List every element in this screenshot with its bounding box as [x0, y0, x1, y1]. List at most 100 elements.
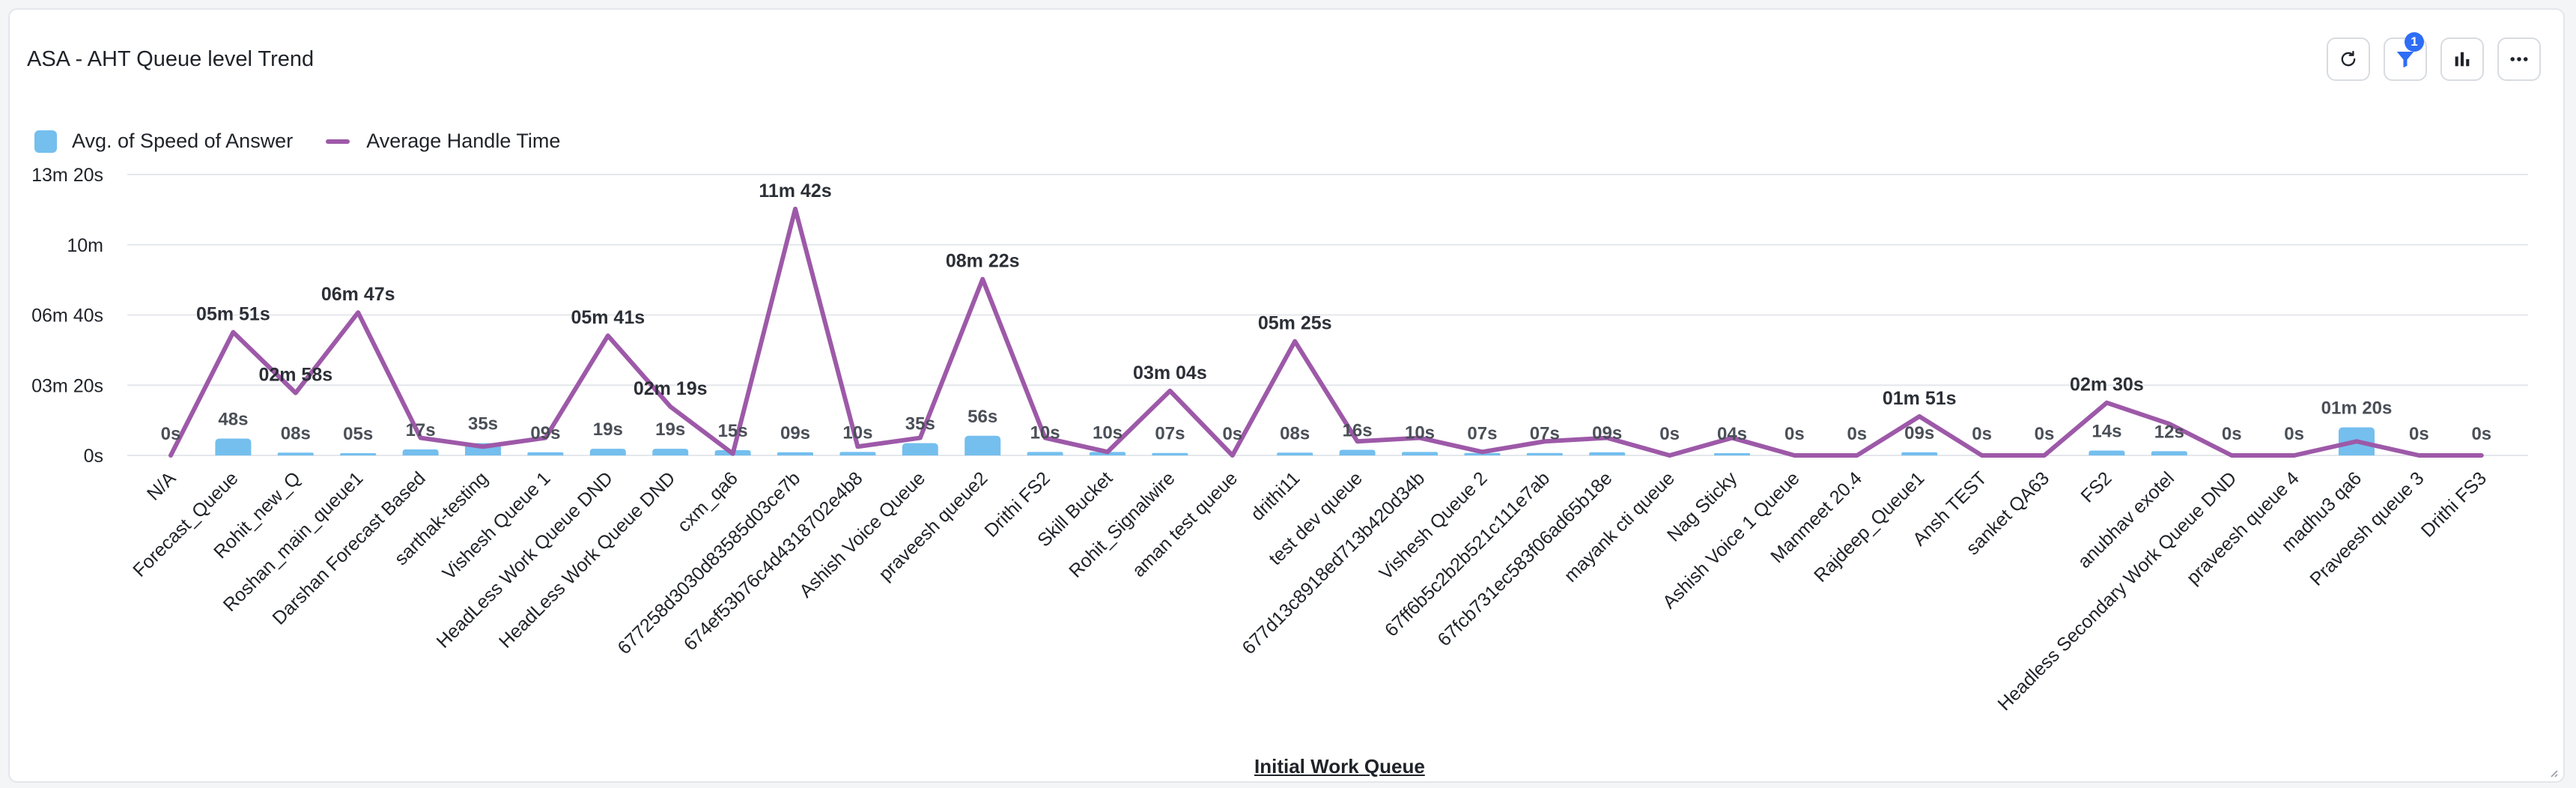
bar-asa: [1901, 452, 1938, 455]
line-data-label: 03m 04s: [1133, 363, 1207, 384]
resize-handle-icon[interactable]: [2547, 766, 2559, 778]
bar-data-label: 10s: [842, 422, 872, 443]
bar-data-label: 0s: [1972, 424, 1992, 444]
legend-swatch-aht: [326, 139, 350, 144]
bar-data-label: 0s: [1784, 424, 1805, 444]
filter-icon: [2396, 52, 2414, 68]
bar-asa: [1027, 452, 1063, 455]
bar-data-label: 0s: [2409, 424, 2429, 444]
bar-asa: [589, 449, 626, 455]
bar-asa: [277, 452, 314, 455]
bar-data-label: 35s: [905, 414, 935, 434]
bar-asa: [2089, 450, 2125, 455]
bar-data-label: 0s: [2222, 424, 2242, 444]
bar-data-label: 09s: [1592, 423, 1622, 443]
line-data-label: 08m 22s: [946, 251, 1020, 272]
y-tick-label: 06m 40s: [31, 306, 103, 327]
bar-data-label: 0s: [2035, 424, 2055, 444]
bar-asa: [1402, 452, 1438, 455]
bar-data-label: 07s: [1467, 424, 1497, 444]
bar-asa: [1714, 453, 1750, 455]
chart-type-button[interactable]: [2440, 37, 2484, 81]
x-tick-label: mayank cti queue: [1560, 467, 1678, 586]
bar-data-label: 19s: [593, 419, 623, 440]
bar-asa: [1589, 452, 1626, 455]
line-data-label: 01m 51s: [1883, 388, 1957, 409]
legend-item-aht[interactable]: Average Handle Time: [326, 130, 560, 153]
bar-asa: [777, 452, 813, 455]
line-data-label: 05m 51s: [196, 303, 270, 324]
x-axis-title: Initial Work Queue: [1254, 755, 1425, 778]
x-tick-label: Vishesh Queue 1: [439, 467, 555, 584]
x-tick-label: aman test queue: [1128, 467, 1242, 581]
bar-data-label: 17s: [406, 420, 436, 440]
bar-data-label: 0s: [2284, 424, 2304, 444]
more-icon: [2510, 57, 2528, 61]
bar-data-label: 0s: [1222, 424, 1242, 444]
bar-data-label: 07s: [1155, 424, 1185, 444]
line-data-label: 11m 42s: [759, 181, 831, 201]
y-tick-label: 10m: [67, 235, 103, 256]
line-data-label: 02m 30s: [2070, 375, 2144, 395]
legend-label-aht: Average Handle Time: [366, 130, 561, 152]
line-aht: [168, 206, 2484, 458]
x-tick-label: N/A: [143, 467, 180, 504]
chart-toolbar: 1: [2327, 32, 2541, 81]
x-tick-label: Rohit_Signalwire: [1065, 467, 1179, 581]
bar-asa: [1464, 452, 1501, 455]
line-data-label: 06m 47s: [321, 284, 395, 305]
y-tick-label: 13m 20s: [31, 165, 103, 186]
bar-data-label: 09s: [780, 423, 810, 443]
bar-data-label: 15s: [718, 421, 748, 441]
filter-count-badge: 1: [2405, 32, 2424, 52]
filter-button[interactable]: 1: [2384, 32, 2427, 81]
x-tick-label: praveesh queue2: [875, 467, 991, 584]
bar-asa: [527, 452, 564, 455]
bar-data-label: 0s: [2471, 424, 2491, 444]
x-tick-label: FS2: [2077, 467, 2115, 506]
bar-data-label: 12s: [2154, 422, 2184, 442]
bar-data-label: 07s: [1530, 424, 1560, 444]
more-options-button[interactable]: [2497, 37, 2541, 81]
line-data-label: 05m 25s: [1258, 313, 1332, 334]
bar-data-label: 19s: [655, 419, 685, 440]
bar-data-label: 10s: [1405, 422, 1435, 443]
line-data-label: 02m 19s: [634, 378, 708, 399]
refresh-icon: [2341, 50, 2356, 67]
x-tick-label: Drithi FS3: [2417, 467, 2491, 541]
bar-data-label: 35s: [468, 414, 498, 434]
x-tick-label: Rajdeep_Queue1: [1810, 467, 1928, 586]
bar-data-label: 0s: [1847, 424, 1867, 444]
bar-data-label: 09s: [530, 423, 560, 443]
chart-card: ASA - AHT Queue level Trend 1: [8, 8, 2565, 783]
bar-asa: [340, 453, 377, 455]
bar-data-label: 08s: [1280, 423, 1310, 443]
bar-data-label: 16s: [1343, 421, 1373, 441]
bar-asa: [965, 435, 1001, 455]
bar-asa: [1339, 449, 1376, 455]
bar-asa: [902, 443, 938, 455]
x-tick-label: praveesh queue 4: [2183, 467, 2303, 588]
legend-item-asa[interactable]: Avg. of Speed of Answer: [34, 130, 293, 153]
x-tick-label: drithi11: [1247, 467, 1304, 524]
bar-data-label: 0s: [161, 424, 181, 444]
bar-data-label: 01m 20s: [2321, 398, 2393, 419]
x-tick-label: Forecast_Queue: [129, 467, 242, 581]
bar-chart-icon: [2455, 52, 2470, 67]
line-data-label: 05m 41s: [571, 307, 645, 328]
y-tick-label: 03m 20s: [31, 375, 103, 396]
bar-data-label: 10s: [1030, 422, 1060, 443]
bar-data-label: 08s: [281, 423, 311, 443]
x-tick-label: Praveesh queue 3: [2306, 467, 2428, 590]
refresh-button[interactable]: [2327, 37, 2370, 81]
bar-asa: [1526, 452, 1563, 455]
y-tick-label: 0s: [84, 446, 103, 467]
bar-asa: [839, 452, 876, 455]
bar-data-label: 10s: [1093, 422, 1123, 443]
bar-data-label: 56s: [967, 407, 997, 427]
bar-asa: [1277, 452, 1313, 455]
bar-data-label: 48s: [218, 410, 248, 430]
legend-swatch-asa: [34, 130, 57, 153]
bar-data-label: 14s: [2092, 421, 2121, 441]
